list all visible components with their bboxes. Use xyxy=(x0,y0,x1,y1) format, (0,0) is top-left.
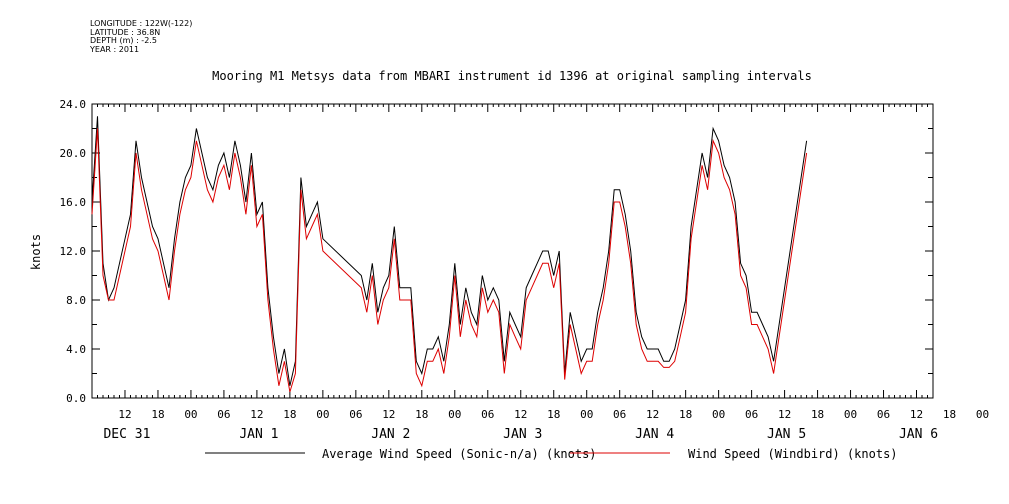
day-label: DEC 31 xyxy=(103,427,150,442)
x-tick-label: 00 xyxy=(712,408,725,421)
y-tick-label: 20.0 xyxy=(60,147,87,160)
x-tick-label: 06 xyxy=(349,408,362,421)
legend: Average Wind Speed (Sonic-n/a) (knots) W… xyxy=(205,447,898,461)
x-tick-label: 18 xyxy=(679,408,692,421)
chart-title: Mooring M1 Metsys data from MBARI instru… xyxy=(212,69,812,83)
x-tick-label: 12 xyxy=(382,408,395,421)
legend-label-windbird: Wind Speed (Windbird) (knots) xyxy=(688,447,898,461)
x-tick-label: 12 xyxy=(118,408,131,421)
day-label: JAN 2 xyxy=(371,427,410,442)
x-tick-label: 00 xyxy=(844,408,857,421)
x-tick-label: 12 xyxy=(778,408,791,421)
y-tick-label: 24.0 xyxy=(60,98,87,111)
axes: 0.0 4.0 8.0 12.0 16.0 20.0 24.0 12 18 00 06 12 18 00 0… xyxy=(60,98,1009,442)
series-group xyxy=(91,116,808,393)
x-tick-label: 00 xyxy=(184,408,197,421)
x-tick-label: 06 xyxy=(217,408,230,421)
x-tick-label: 00 xyxy=(580,408,593,421)
x-tick-label: 18 xyxy=(811,408,824,421)
day-label: JAN 3 xyxy=(503,427,542,442)
x-tick-label: 12 xyxy=(250,408,263,421)
x-tick-label: 12 xyxy=(910,408,923,421)
series-line-average xyxy=(91,116,808,386)
x-tick-label: 06 xyxy=(745,408,758,421)
x-tick-label: 00 xyxy=(976,408,989,421)
x-tick-label: 00 xyxy=(316,408,329,421)
day-label: JAN 4 xyxy=(635,427,674,442)
legend-label-average: Average Wind Speed (Sonic-n/a) (knots) xyxy=(322,447,597,461)
x-tick-label: 06 xyxy=(613,408,626,421)
x-tick-label: 18 xyxy=(547,408,560,421)
x-tick-label: 18 xyxy=(151,408,164,421)
x-tick-label: 12 xyxy=(646,408,659,421)
day-label: JAN 5 xyxy=(767,427,806,442)
latitude-text: LATITUDE : 36.8N xyxy=(90,27,161,37)
longitude-text: LONGITUDE : 122W(-122) xyxy=(90,19,193,28)
metadata-block: LONGITUDE : 122W(-122) LATITUDE : 36.8N … xyxy=(90,19,193,54)
x-tick-label: 18 xyxy=(283,408,296,421)
y-tick-label: 4.0 xyxy=(66,343,86,356)
y-tick-label: 16.0 xyxy=(60,196,87,209)
x-tick-label: 12 xyxy=(514,408,527,421)
x-tick-label: 18 xyxy=(943,408,956,421)
x-tick-label: 00 xyxy=(448,408,461,421)
x-tick-label: 18 xyxy=(415,408,428,421)
year-text: YEAR : 2011 xyxy=(90,44,140,54)
y-tick-label: 8.0 xyxy=(66,294,86,307)
day-label: JAN 1 xyxy=(239,427,278,442)
x-tick-label: 06 xyxy=(877,408,890,421)
depth-text: DEPTH (m) : -2.5 xyxy=(90,36,157,45)
series-line-windbird xyxy=(91,128,808,393)
y-tick-label: 0.0 xyxy=(66,392,86,405)
plot-frame xyxy=(91,103,934,399)
x-tick-label: 06 xyxy=(481,408,494,421)
y-tick-label: 12.0 xyxy=(60,245,87,258)
y-axis-label: knots xyxy=(29,234,43,270)
day-label: JAN 6 xyxy=(899,427,938,442)
